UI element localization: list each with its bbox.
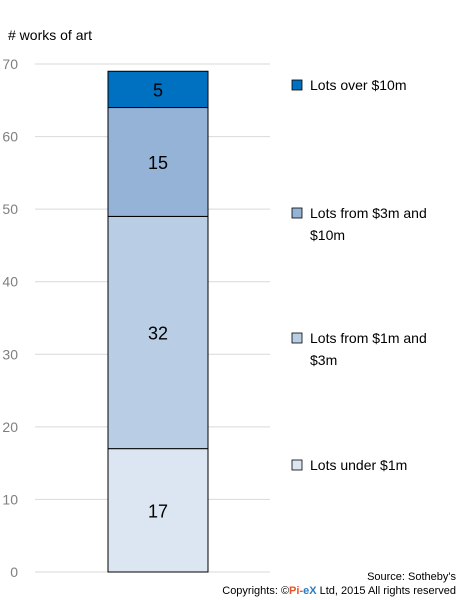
data-label: 15 (148, 153, 168, 173)
y-tick-label: 60 (2, 129, 18, 145)
bar-segment (107, 215, 209, 450)
legend-swatch (291, 332, 303, 344)
legend-swatch (291, 79, 303, 91)
legend-label: Lots from $1m and $3m (310, 330, 427, 368)
legend-swatch (291, 459, 303, 471)
bar-segment (107, 107, 209, 217)
copyright-suffix: Ltd, 2015 All rights reserved (316, 585, 456, 597)
legend-swatch (291, 207, 303, 219)
legend-label: Lots from $3m and $10m (310, 205, 427, 243)
data-label: 32 (148, 324, 168, 344)
legend: Lots over $10m Lots from $3m and $10m Lots … (291, 77, 427, 473)
y-tick-label: 10 (2, 491, 18, 507)
bar-segment (107, 70, 209, 109)
brand-pi: Pi- (289, 585, 304, 597)
source-note: Source: Sotheby's (367, 571, 456, 583)
y-tick-label: 70 (2, 56, 18, 72)
data-label: 5 (153, 80, 163, 100)
legend-label: Lots under $1m (310, 457, 407, 473)
copyright-prefix: Copyrights: © (222, 585, 290, 597)
y-tick-label: 40 (2, 274, 18, 290)
y-axis-title: # works of art (8, 27, 92, 43)
data-label: 17 (148, 501, 168, 521)
y-tick-label: 50 (2, 201, 18, 217)
brand-ex: eX (303, 585, 317, 597)
y-tick-label: 20 (2, 419, 18, 435)
copyright-note: Copyrights: ©Pi-eX Ltd, 2015 All rights … (222, 585, 456, 598)
y-tick-label: 30 (2, 346, 18, 362)
legend-label: Lots over $10m (310, 77, 407, 93)
y-tick-label: 0 (10, 564, 18, 580)
bar-segments: 17 32 15 5 (107, 70, 209, 573)
bar-segment (107, 448, 209, 573)
y-axis-ticks: 0 10 20 30 40 50 60 70 (2, 56, 18, 580)
